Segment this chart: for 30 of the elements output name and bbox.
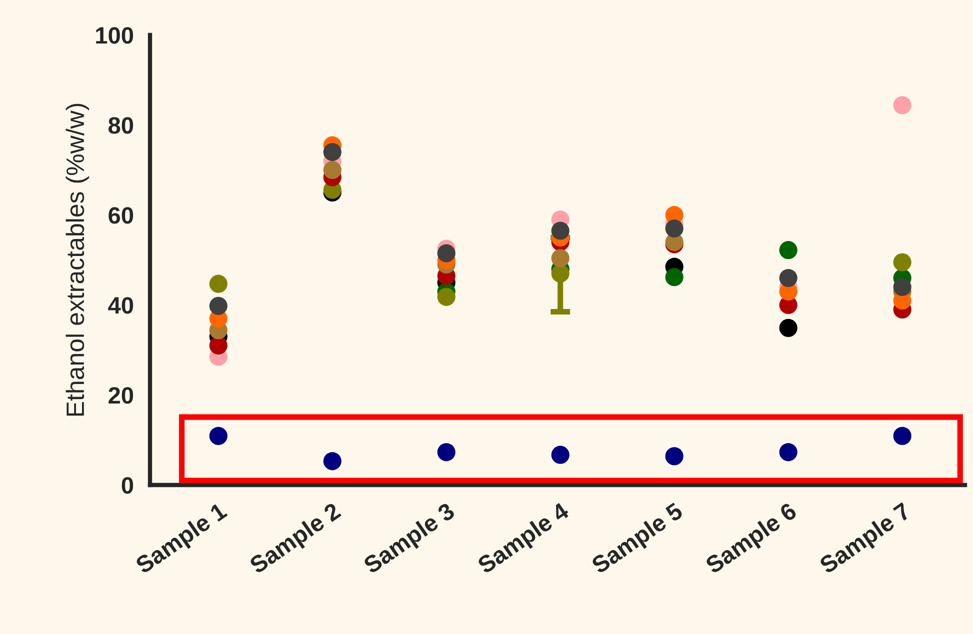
- y-tick-label: 0: [122, 477, 134, 494]
- point: [209, 336, 228, 355]
- point: [323, 160, 342, 180]
- point: [209, 426, 228, 446]
- point: [665, 219, 684, 238]
- point: [893, 426, 912, 446]
- point: [437, 443, 456, 462]
- y-tick-label: 80: [108, 117, 134, 134]
- point: [209, 296, 228, 315]
- y-axis-title: Ethanol extractables (%w/w): [66, 104, 90, 416]
- point: [323, 452, 342, 470]
- point: [551, 222, 570, 240]
- point: [893, 278, 912, 296]
- y-tick-label: 40: [108, 297, 134, 314]
- y-tick-label: 100: [96, 27, 134, 44]
- point: [323, 142, 342, 162]
- point: [893, 253, 912, 272]
- point: [779, 318, 798, 338]
- point: [779, 241, 798, 260]
- point: [779, 443, 798, 462]
- point: [665, 268, 684, 286]
- point: [665, 447, 684, 466]
- point: [893, 96, 912, 114]
- point: [779, 268, 798, 288]
- y-tick-label: 60: [108, 207, 134, 224]
- y-tick-label: 20: [108, 387, 134, 404]
- point: [437, 244, 456, 262]
- point: [551, 446, 570, 464]
- point: [437, 288, 456, 306]
- point: [209, 274, 228, 293]
